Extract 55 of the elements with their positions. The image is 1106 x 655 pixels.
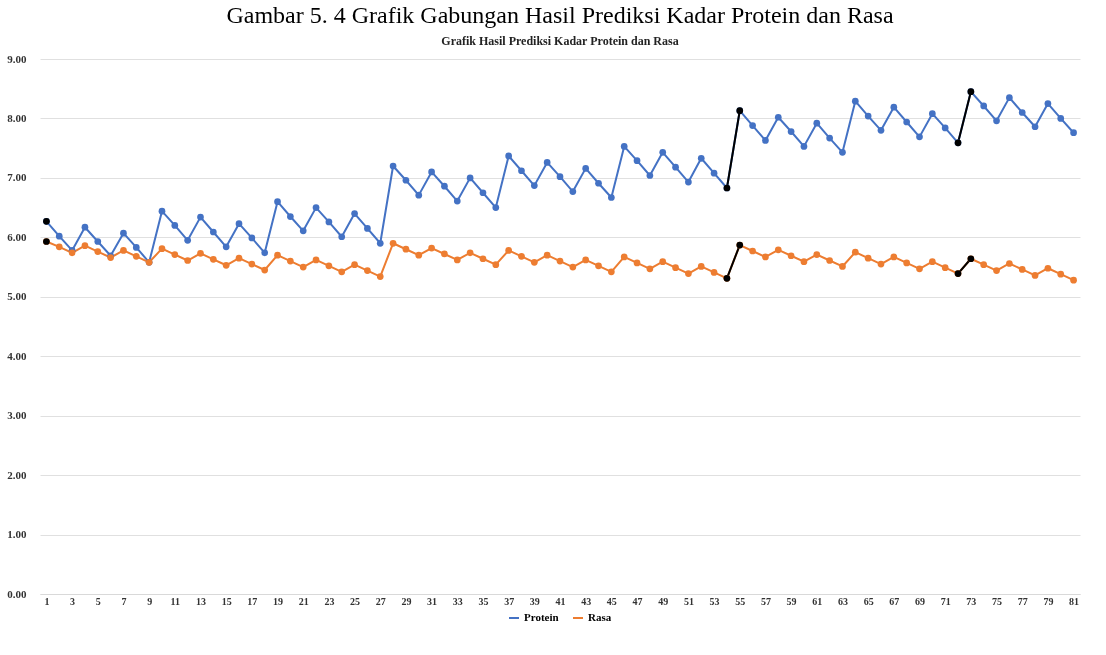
legend-label: Rasa [588,611,612,623]
x-tick-label: 19 [273,595,284,607]
x-tick-label: 21 [298,595,309,607]
x-tick-label: 3 [70,595,76,607]
x-tick-label: 53 [709,595,720,607]
x-tick-label: 71 [940,595,951,607]
x-tick-label: 39 [529,595,540,607]
x-tick-label: 33 [452,595,463,607]
x-tick-label: 7 [121,595,127,607]
legend-label: Protein [524,611,559,623]
chart-subtitle: Grafik Hasil Prediksi Kadar Protein dan Rasa [441,34,679,48]
x-tick-label: 23 [324,595,335,607]
x-tick-label: 73 [966,595,977,607]
x-tick-label: 67 [889,595,900,607]
x-tick-label: 13 [195,595,206,607]
x-tick-label: 15 [221,595,232,607]
x-tick-label: 51 [683,595,694,607]
x-tick-label: 57 [760,595,771,607]
x-tick-label: 29 [401,595,412,607]
x-tick-label: 1 [44,595,50,607]
x-tick-label: 27 [375,595,386,607]
y-tick-label: 1.00 [7,528,27,541]
y-tick-label: 4.00 [7,349,27,362]
y-tick-label: 0.00 [7,587,27,600]
x-tick-label: 63 [837,595,848,607]
y-tick-label: 8.00 [7,111,27,124]
x-tick-label: 11 [170,595,181,607]
x-tick-label: 41 [555,595,566,607]
y-tick-label: 2.00 [7,468,27,481]
x-tick-label: 61 [812,595,823,607]
x-tick-label: 65 [863,595,874,607]
x-tick-label: 43 [581,595,592,607]
x-tick-label: 9 [147,595,153,607]
y-tick-label: 6.00 [7,230,27,243]
y-tick-label: 9.00 [7,52,27,65]
x-tick-label: 75 [992,595,1003,607]
x-tick-label: 59 [786,595,797,607]
x-tick-label: 35 [478,595,489,607]
x-tick-label: 79 [1043,595,1054,607]
chart-title: Gambar 5. 4 Grafik Gabungan Hasil Prediksi Kadar Protein dan Rasa [226,2,894,28]
x-tick-label: 45 [606,595,617,607]
y-tick-label: 7.00 [7,171,27,184]
x-tick-label: 31 [427,595,438,607]
x-tick-label: 5 [95,595,101,607]
x-tick-label: 77 [1017,595,1028,607]
x-tick-label: 25 [350,595,361,607]
x-tick-label: 49 [658,595,669,607]
x-tick-label: 55 [735,595,746,607]
y-tick-label: 3.00 [7,409,27,422]
x-tick-label: 17 [247,595,258,607]
x-tick-label: 69 [915,595,926,607]
x-tick-label: 47 [632,595,643,607]
y-tick-label: 5.00 [7,290,27,303]
x-tick-label: 37 [504,595,515,607]
x-tick-label: 81 [1069,595,1080,607]
